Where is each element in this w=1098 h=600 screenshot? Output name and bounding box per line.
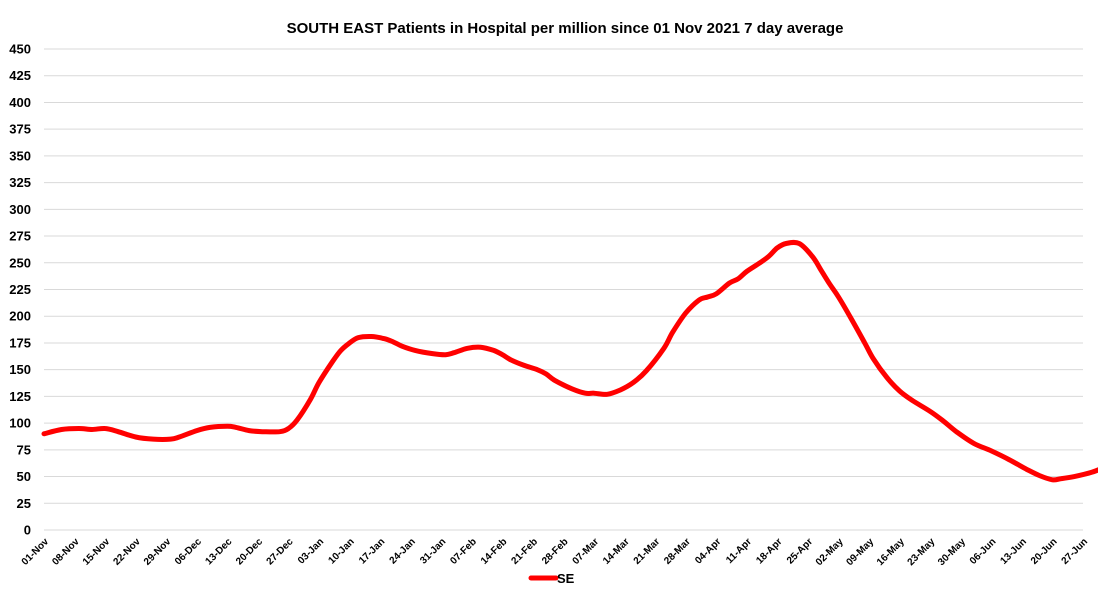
x-tick-label: 18-Apr [754, 536, 784, 566]
y-tick-label: 225 [9, 282, 31, 297]
x-tick-label: 02-May [814, 536, 846, 568]
y-tick-label: 0 [24, 523, 31, 538]
x-tick-label: 15-Nov [81, 536, 113, 568]
y-tick-label: 250 [9, 255, 31, 270]
x-tick-label: 09-May [844, 536, 876, 568]
x-tick-label: 28-Mar [662, 536, 693, 567]
y-tick-label: 450 [9, 42, 31, 57]
x-tick-label: 25-Apr [785, 536, 815, 566]
y-tick-label: 75 [17, 442, 31, 457]
y-tick-label: 400 [9, 95, 31, 110]
x-tick-label: 07-Mar [571, 536, 602, 567]
y-tick-label: 50 [17, 469, 31, 484]
x-axis: 01-Nov 08-Nov 15-Nov 22-Nov 29-Nov 06-Dec 13-D… [20, 536, 1090, 568]
x-tick-label: 16-May [875, 536, 907, 568]
x-tick-label: 22-Nov [111, 536, 143, 568]
legend: SE [528, 571, 575, 586]
x-tick-label: 01-Nov [20, 536, 52, 568]
x-tick-label: 24-Jan [388, 536, 418, 566]
x-tick-label: 23-May [906, 536, 938, 568]
x-tick-label: 20-Jun [1029, 536, 1060, 567]
series-line-se [41, 239, 1098, 483]
x-tick-label: 06-Dec [173, 536, 204, 567]
y-tick-label: 150 [9, 362, 31, 377]
x-tick-label: 21-Mar [632, 536, 663, 567]
x-tick-label: 07-Feb [448, 536, 479, 567]
x-tick-label: 17-Jan [357, 536, 387, 566]
x-tick-label: 27-Dec [265, 536, 296, 567]
y-tick-label: 175 [9, 335, 31, 350]
x-tick-label: 13-Jun [998, 536, 1029, 567]
x-tick-label: 27-Jun [1060, 536, 1091, 567]
x-tick-label: 29-Nov [142, 536, 174, 568]
x-tick-label: 31-Jan [418, 536, 448, 566]
y-tick-label: 200 [9, 309, 31, 324]
x-tick-label: 20-Dec [234, 536, 265, 567]
series-layer [41, 239, 1098, 483]
x-tick-label: 10-Jan [327, 536, 357, 566]
x-tick-label: 04-Apr [693, 536, 723, 566]
x-tick-label: 03-Jan [296, 536, 326, 566]
x-tick-label: 28-Feb [540, 536, 571, 567]
y-tick-label: 275 [9, 229, 31, 244]
x-tick-label: 08-Nov [50, 536, 82, 568]
y-tick-label: 25 [17, 496, 31, 511]
x-tick-label: 30-May [936, 536, 968, 568]
y-axis: 0 25 50 75 100 125 150 175 200 225 250 275 300 325 350… [9, 42, 31, 538]
x-tick-label: 06-Jun [968, 536, 999, 567]
y-tick-label: 100 [9, 416, 31, 431]
y-tick-label: 300 [9, 202, 31, 217]
x-tick-label: 13-Dec [203, 536, 234, 567]
x-tick-label: 11-Apr [724, 536, 754, 566]
x-tick-label: 14-Feb [479, 536, 510, 567]
legend-label-se: SE [557, 571, 575, 586]
y-tick-label: 125 [9, 389, 31, 404]
gridlines [44, 48, 1083, 531]
y-tick-label: 350 [9, 148, 31, 163]
y-tick-label: 425 [9, 68, 31, 83]
y-tick-label: 325 [9, 175, 31, 190]
x-tick-label: 14-Mar [601, 536, 632, 567]
y-tick-label: 375 [9, 122, 31, 137]
chart-title: SOUTH EAST Patients in Hospital per mill… [287, 20, 844, 37]
x-tick-label: 21-Feb [509, 536, 540, 567]
